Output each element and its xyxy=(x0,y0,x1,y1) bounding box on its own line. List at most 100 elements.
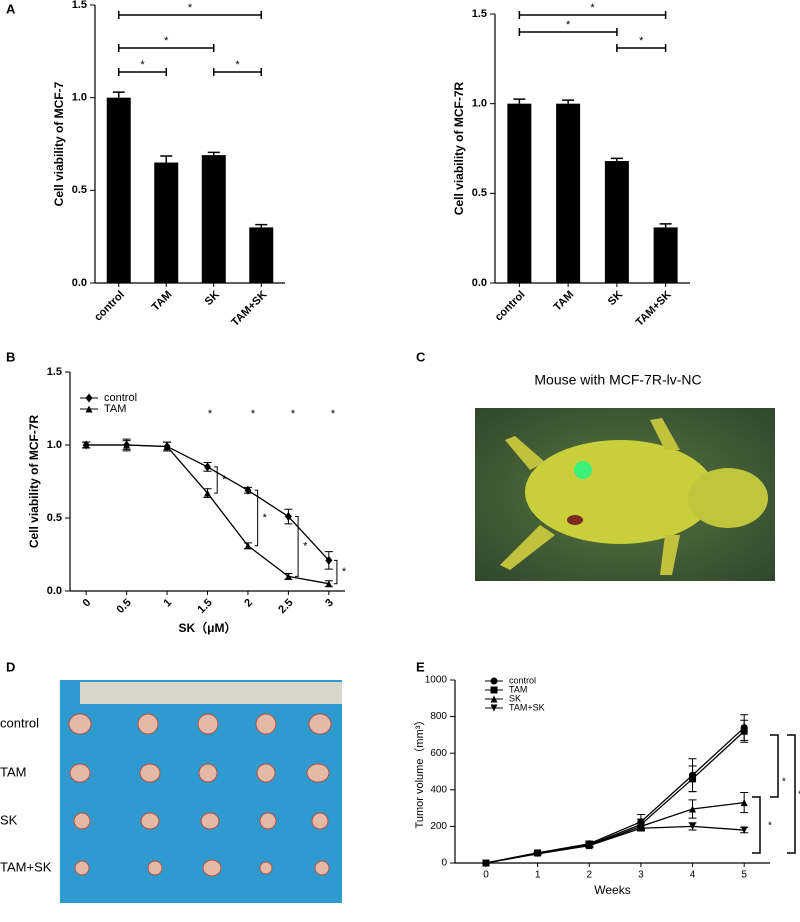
significance-bracket xyxy=(118,11,262,19)
x-tick-label: 5 xyxy=(741,870,747,881)
x-tick-label: 2 xyxy=(242,597,255,610)
x-tick-label: 4 xyxy=(690,870,696,881)
x-tick-label: 2 xyxy=(586,870,592,881)
y-tick-label: 1.5 xyxy=(472,8,487,20)
marker xyxy=(490,695,498,703)
x-tick-label: TAM+SK xyxy=(229,289,269,329)
chart: 0.0 0.5 1.0 1.5 Cell viability of MCF-7R 0 0.5… xyxy=(27,366,347,635)
x-axis-label: Weeks xyxy=(594,883,630,897)
marker xyxy=(244,485,252,495)
panel-label: E xyxy=(416,659,425,674)
bar xyxy=(249,227,274,283)
panel-label: B xyxy=(6,349,15,364)
y-tick-label: 400 xyxy=(430,784,447,795)
error-bar xyxy=(112,91,125,98)
x-tick-label: 1 xyxy=(535,870,541,881)
tumor-photo xyxy=(60,680,342,903)
y-tick-label: 1.0 xyxy=(472,98,487,110)
bar xyxy=(653,227,678,283)
bar xyxy=(154,162,179,283)
significance-label: * xyxy=(222,474,227,486)
y-tick-label: 1.0 xyxy=(72,92,87,104)
bar xyxy=(604,161,629,283)
marker xyxy=(482,859,490,867)
x-tick-label: SK xyxy=(606,289,625,308)
chart: 0.0 0.5 1.0 1.5 Cell viability of MCF-7R cont… xyxy=(452,2,690,329)
marker xyxy=(123,441,131,449)
significance-bracket xyxy=(214,466,218,494)
y-tick-label: 800 xyxy=(430,711,447,722)
error-bar xyxy=(207,151,220,156)
series-line xyxy=(485,730,745,864)
marker xyxy=(740,826,748,834)
y-tick-label: 200 xyxy=(430,821,447,832)
y-tick-label: 1.5 xyxy=(47,366,62,378)
significance-bracket xyxy=(770,734,779,798)
x-tick-label: 0.5 xyxy=(114,597,133,616)
marker xyxy=(689,805,697,813)
panel-label: A xyxy=(6,1,16,16)
significance-bracket xyxy=(752,796,761,854)
chart: 0.0 0.5 1.0 1.5 Cell viability of MCF-7 contr… xyxy=(52,0,285,329)
y-axis-label: Cell viability of MCF-7 xyxy=(52,81,66,206)
marker xyxy=(637,824,645,832)
marker xyxy=(740,727,748,735)
significance-label: * xyxy=(235,59,240,71)
y-tick-label: 0.0 xyxy=(72,277,87,289)
significance-bracket xyxy=(787,734,796,854)
x-tick-label: 0 xyxy=(483,870,489,881)
error-bar xyxy=(659,223,672,228)
significance-bracket xyxy=(333,559,338,585)
significance-bracket xyxy=(213,68,262,76)
x-tick-label: 2.5 xyxy=(276,597,295,616)
error-bar xyxy=(610,157,623,162)
y-tick-label: 0 xyxy=(441,858,447,869)
row-label: SK xyxy=(0,812,18,827)
bar xyxy=(556,103,581,284)
row-label: TAM xyxy=(0,764,26,779)
marker xyxy=(325,580,333,588)
panel-label: C xyxy=(416,349,426,364)
x-tick-label: 1.5 xyxy=(195,597,214,616)
legend-label: control xyxy=(104,392,137,404)
y-axis-label: Tumor volume（mm³） xyxy=(413,715,426,829)
marker xyxy=(490,686,498,694)
y-axis-label: Cell viability of MCF-7R xyxy=(452,81,466,215)
error-bar xyxy=(513,98,526,104)
x-axis-label: SK（μM） xyxy=(178,620,236,635)
y-tick-label: 1.0 xyxy=(47,439,62,451)
legend-label: control xyxy=(509,675,536,685)
marker xyxy=(82,441,90,449)
marker xyxy=(204,462,211,472)
legend-label: TAM xyxy=(104,403,126,415)
marker xyxy=(490,677,498,685)
legend-label: TAM+SK xyxy=(509,702,545,712)
y-tick-label: 0.0 xyxy=(472,277,487,289)
chart: 0 200 400 600 800 1000 Tumor volume（mm³） 0 1 2 3 4 5… xyxy=(413,675,800,898)
y-tick-label: 0.0 xyxy=(47,585,62,597)
y-tick-label: 1.5 xyxy=(72,0,87,11)
significance-label: * xyxy=(768,821,772,832)
x-tick-label: SK xyxy=(203,289,222,308)
marker xyxy=(689,775,697,783)
y-tick-label: 600 xyxy=(430,748,447,759)
bar xyxy=(507,103,532,284)
y-tick-label: 0.5 xyxy=(72,184,87,196)
y-axis-label: Cell viability of MCF-7R xyxy=(27,414,41,548)
marker xyxy=(163,442,171,450)
y-tick-label: 0.5 xyxy=(472,187,487,199)
significance-label: * xyxy=(188,2,193,14)
significance-label: * xyxy=(798,790,800,801)
x-tick-label: TAM xyxy=(552,289,577,314)
x-tick-label: control xyxy=(493,289,528,324)
x-tick-label: TAM+SK xyxy=(634,289,674,329)
row-label: control xyxy=(0,715,39,730)
photo-title: Mouse with MCF-7R-lv-NC xyxy=(534,372,701,388)
significance-bracket xyxy=(616,44,667,52)
panel-label: D xyxy=(6,659,15,674)
series-line xyxy=(485,825,745,864)
significance-label: * xyxy=(208,408,213,420)
marker xyxy=(85,393,93,403)
marker xyxy=(85,405,93,413)
